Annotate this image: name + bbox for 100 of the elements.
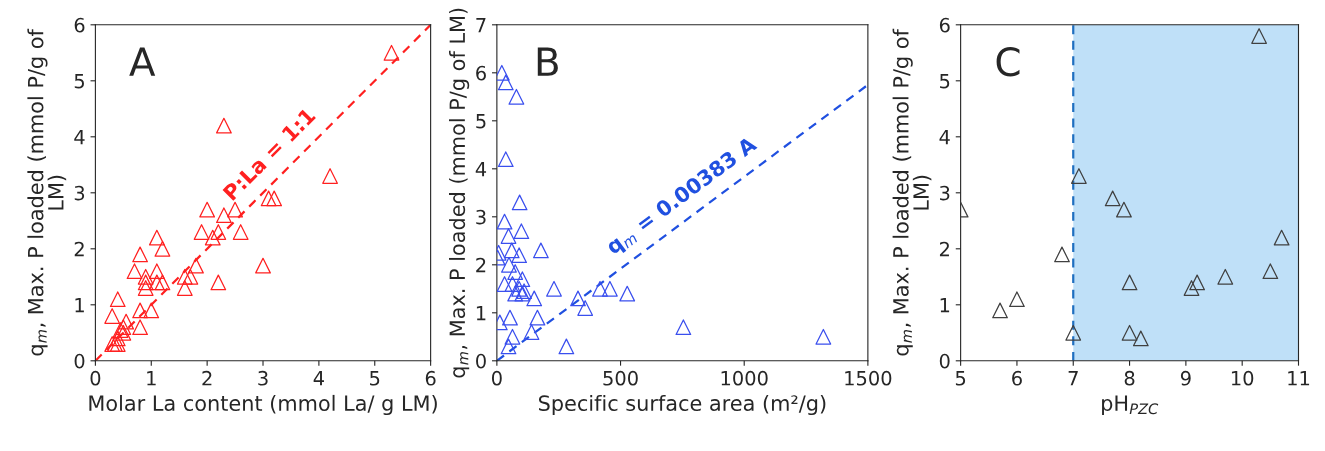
point	[126, 263, 143, 280]
annotation: A	[129, 47, 156, 76]
point	[137, 274, 154, 291]
y-tick-label: 7	[476, 18, 486, 33]
x-tick-label: 5	[955, 371, 966, 386]
point	[176, 280, 193, 296]
x-axis-title: Specific surface area (m²/g)	[538, 394, 826, 416]
annotation: B	[537, 47, 558, 76]
point	[109, 330, 126, 347]
y-tick-label: 0	[476, 353, 486, 369]
y-axis-title: q$_{m}$, Max. P loaded (mmol P/g of LM)	[449, 8, 470, 378]
point	[188, 257, 204, 274]
y-tick-label: 6	[939, 17, 950, 33]
x-tick-label: 1	[147, 371, 156, 386]
point	[210, 274, 227, 291]
point	[1116, 201, 1132, 218]
point	[500, 228, 517, 244]
point	[496, 276, 513, 292]
point	[504, 276, 521, 292]
y-axis-title: q$_{m}$, Max. P loaded (mmol P/g of LM)	[892, 28, 932, 356]
point	[132, 246, 149, 263]
point	[619, 285, 636, 302]
point	[502, 309, 518, 326]
x-tick-label: 4	[313, 371, 324, 386]
point	[1251, 28, 1267, 44]
point	[601, 280, 618, 297]
x-tick-label: 7	[1068, 371, 1078, 386]
point	[507, 264, 524, 280]
point	[1217, 268, 1234, 285]
point	[118, 313, 135, 330]
point	[526, 290, 543, 307]
annotation: C	[996, 46, 1020, 77]
point	[104, 308, 121, 324]
point	[504, 328, 521, 345]
y-tick-label: 1	[476, 306, 486, 321]
point	[215, 207, 232, 224]
y-tick-label: 5	[940, 74, 950, 89]
point	[1262, 263, 1279, 280]
point	[137, 280, 154, 296]
point	[1121, 324, 1138, 341]
x-tick-label: 5	[370, 371, 380, 386]
x-tick-label: 0	[491, 370, 502, 386]
y-tick-label: 1	[75, 298, 84, 313]
point	[266, 190, 283, 207]
x-axis-title: Molar La content (mmol La/ g LM)	[89, 394, 437, 416]
x-tick-label: 11	[1288, 371, 1310, 386]
y-tick-label: 4	[74, 130, 85, 145]
point	[132, 319, 149, 336]
point	[204, 229, 221, 246]
point	[199, 201, 216, 218]
point	[570, 290, 586, 307]
x-tick-label: 3	[258, 370, 268, 386]
point	[501, 256, 517, 273]
point	[176, 268, 193, 285]
point	[497, 74, 514, 91]
x-axis-title: pH$_{PZC}$	[1102, 395, 1159, 415]
point	[148, 229, 165, 246]
y-tick-label: 6	[476, 65, 486, 81]
y-tick-label: 1	[940, 298, 950, 313]
y-tick-label: 4	[475, 162, 487, 177]
point	[532, 242, 549, 259]
y-tick-label: 0	[939, 353, 950, 369]
point	[182, 268, 199, 285]
y-tick-label: 4	[939, 130, 950, 145]
x-tick-label: 10	[1231, 370, 1254, 386]
y-tick-label: 2	[74, 241, 84, 257]
point	[215, 117, 232, 134]
x-tick-label: 8	[1124, 370, 1135, 386]
point	[529, 309, 546, 326]
y-tick-label: 2	[476, 257, 486, 273]
point	[513, 223, 530, 240]
point	[1273, 229, 1290, 246]
point	[137, 268, 154, 285]
point	[154, 240, 171, 257]
point	[132, 302, 149, 319]
point	[1189, 274, 1206, 291]
point	[1054, 246, 1070, 263]
point	[992, 302, 1008, 319]
point	[503, 242, 520, 259]
point	[1121, 274, 1138, 291]
point	[558, 338, 575, 355]
point	[383, 44, 400, 61]
point	[143, 302, 160, 319]
point	[148, 263, 165, 280]
point	[1065, 324, 1082, 341]
point	[322, 168, 338, 184]
point	[577, 300, 594, 316]
point	[500, 338, 517, 355]
y-tick-label: 2	[939, 241, 949, 257]
point	[815, 328, 832, 345]
point	[546, 280, 562, 297]
point	[511, 280, 528, 297]
point	[232, 224, 249, 240]
point	[496, 213, 513, 230]
point	[1070, 168, 1087, 184]
point	[148, 274, 165, 291]
x-tick-label: 0	[90, 370, 101, 386]
y-tick-label: 0	[74, 353, 85, 369]
point	[109, 291, 126, 308]
x-tick-label: 6	[1012, 370, 1022, 386]
